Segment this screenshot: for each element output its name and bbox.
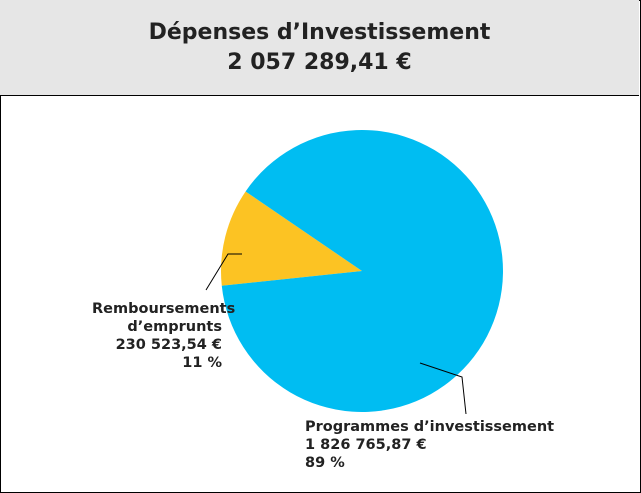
leader-line <box>419 362 467 415</box>
value-label: 1 826 765,87 € <box>305 437 427 453</box>
pie-slice <box>221 130 503 412</box>
slice-label: Programmes d’investissement 1 826 765,87… <box>305 418 554 472</box>
pie-slice <box>221 191 362 286</box>
chart-subtitle: 2 057 289,41 € <box>227 50 412 75</box>
percent-label: 11 % <box>182 355 222 371</box>
percent-label: 89 % <box>305 455 345 471</box>
value-label: 230 523,54 € <box>115 337 222 353</box>
chart-title: Dépenses d’Investissement <box>148 20 491 45</box>
leader-line <box>205 253 242 291</box>
slice-label: Remboursements d’emprunts 230 523,54 € 1… <box>32 300 236 372</box>
header: Dépenses d’Investissement 2 057 289,41 € <box>0 0 639 96</box>
category-label: Programmes d’investissement <box>305 419 555 435</box>
category-label: Remboursements d’emprunts <box>92 301 236 335</box>
